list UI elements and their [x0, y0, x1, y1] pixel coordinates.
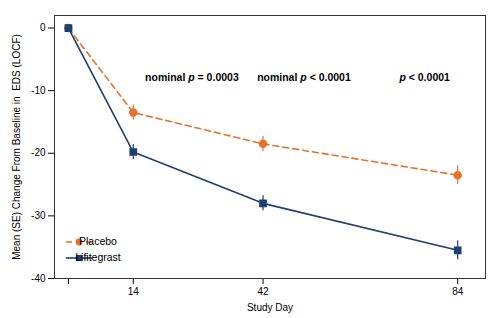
svg-text:Mean (SE) Change From Baseline: Mean (SE) Change From Baseline in EDS (L…: [11, 34, 22, 260]
svg-text:nominal p = 0.0003: nominal p = 0.0003: [145, 71, 239, 83]
svg-text:84: 84: [452, 286, 464, 297]
svg-text:nominal p < 0.0001: nominal p < 0.0001: [257, 71, 351, 83]
svg-text:-30: -30: [31, 210, 46, 221]
svg-text:-20: -20: [31, 147, 46, 158]
svg-text:Study Day: Study Day: [247, 302, 293, 313]
svg-text:Placebo: Placebo: [79, 235, 117, 247]
svg-text:-40: -40: [31, 273, 46, 284]
svg-text:p < 0.0001: p < 0.0001: [398, 71, 450, 83]
svg-text:Lifitegrast: Lifitegrast: [75, 251, 121, 263]
svg-text:42: 42: [257, 286, 269, 297]
svg-text:-10: -10: [31, 85, 46, 96]
svg-text:0: 0: [40, 22, 46, 33]
svg-text:14: 14: [128, 286, 140, 297]
